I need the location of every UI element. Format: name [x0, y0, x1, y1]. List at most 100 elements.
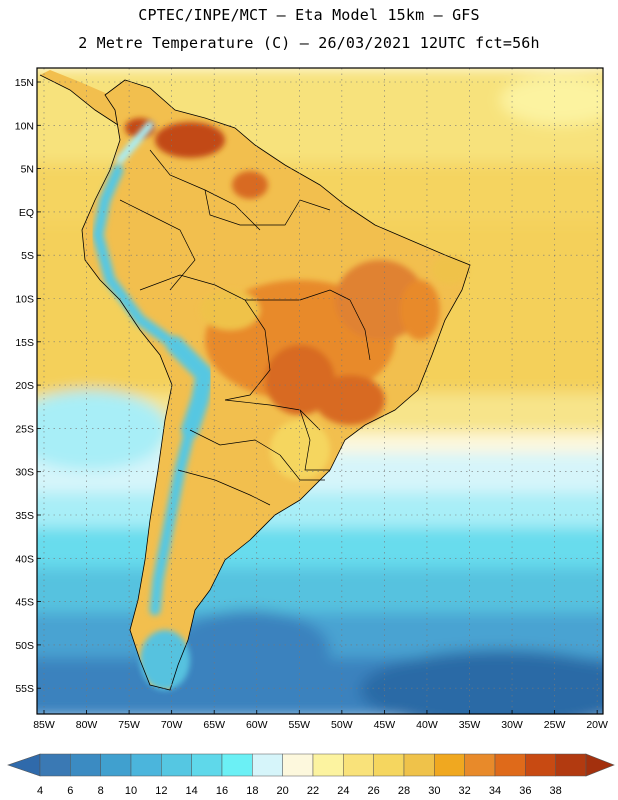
- colorbar-label: 6: [67, 785, 73, 797]
- ocean-patch: [500, 75, 603, 125]
- lon-label: 65W: [203, 719, 225, 731]
- country-borders: [39, 74, 471, 691]
- lat-label: 5N: [21, 164, 34, 176]
- lat-label: 10N: [15, 120, 34, 132]
- lon-label: 50W: [331, 719, 353, 731]
- lon-label: 85W: [33, 719, 55, 731]
- lon-label: 80W: [76, 719, 98, 731]
- colorbar-swatch: [555, 753, 587, 777]
- colorbar-label: 20: [277, 785, 289, 797]
- lon-label: 30W: [501, 719, 523, 731]
- hot-region: [232, 171, 268, 199]
- colorbar: [7, 753, 615, 777]
- colorbar-swatch: [191, 753, 223, 777]
- hot-region: [155, 122, 225, 158]
- colorbar-label: 14: [186, 785, 198, 797]
- lon-label: 70W: [161, 719, 183, 731]
- warm-region: [270, 420, 330, 480]
- andes-segment: [174, 424, 196, 476]
- colorbar-swatch: [39, 753, 71, 777]
- colorbar-label: 34: [489, 785, 501, 797]
- colorbar-label: 38: [550, 785, 562, 797]
- lon-label: 40W: [416, 719, 438, 731]
- lat-label: 10S: [15, 294, 34, 306]
- border-line: [299, 409, 330, 471]
- colorbar-swatch: [100, 753, 132, 777]
- central-america-fill: [40, 70, 125, 125]
- warm-region: [432, 256, 468, 284]
- ocean-patch: [170, 610, 330, 690]
- ocean-patch: [360, 650, 603, 714]
- colorbar-swatch: [525, 753, 556, 777]
- colorbar-label: 10: [125, 785, 137, 797]
- warm-region: [200, 290, 260, 330]
- border-line: [279, 454, 325, 481]
- colorbar-under-arrow: [7, 753, 41, 777]
- lon-label: 35W: [459, 719, 481, 731]
- border-line: [139, 274, 266, 331]
- andes-segment: [104, 274, 146, 326]
- lat-label: EQ: [19, 207, 34, 219]
- hot-region: [315, 375, 385, 425]
- lat-label: 55S: [15, 683, 34, 695]
- border-line: [245, 289, 351, 301]
- andes-cold-strip: [92, 121, 214, 690]
- map-panel: [37, 68, 603, 714]
- colorbar-label: 30: [428, 785, 440, 797]
- andes-segment: [92, 229, 116, 286]
- colorbar-over-arrow: [585, 753, 615, 777]
- colorbar-label: 4: [37, 785, 43, 797]
- andes-segment: [92, 194, 111, 241]
- lon-label: 45W: [374, 719, 396, 731]
- chart-subtitle: 2 Metre Temperature (C) – 26/03/2021 12U…: [78, 34, 540, 52]
- ocean-band: [37, 528, 603, 568]
- colorbar-labels: 4 6 8 10 12 14 16 18 20 22 24 26 28 30 32 34 36 38: [37, 785, 562, 797]
- latitude-labels: 15N 10N 5N EQ 5S 10S 15S 20S 25S 30S 35S 40S 45S 50S 5…: [15, 77, 41, 695]
- lat-label: 50S: [15, 640, 34, 652]
- colorbar-swatch: [494, 753, 526, 777]
- coastline: [81, 79, 471, 691]
- lat-label: 35S: [15, 510, 34, 522]
- longitude-labels: 85W 80W 75W 70W 65W 60W 55W 50W 45W 40W 35W 30W 25W 2…: [33, 710, 608, 731]
- colorbar-swatch: [161, 753, 192, 777]
- lat-label: 20S: [15, 380, 34, 392]
- ocean-band: [37, 568, 603, 613]
- colorbar-label: 16: [216, 785, 228, 797]
- colorbar-swatch: [434, 753, 465, 777]
- ocean-band: [37, 493, 603, 528]
- border-line: [177, 469, 271, 506]
- andes-segment: [116, 121, 154, 164]
- lat-label: 30S: [15, 467, 34, 479]
- colorbar-label: 22: [307, 785, 319, 797]
- lat-label: 45S: [15, 597, 34, 609]
- border-line: [189, 429, 281, 456]
- colorbar-label: 18: [246, 785, 258, 797]
- south-america-land: [40, 70, 470, 690]
- lat-label: 15S: [15, 337, 34, 349]
- lon-label: 60W: [246, 719, 268, 731]
- colorbar-label: 8: [98, 785, 104, 797]
- colorbar-label: 36: [519, 785, 531, 797]
- border-line: [224, 329, 271, 401]
- lat-label: 15N: [15, 77, 34, 89]
- lon-label: 55W: [289, 719, 311, 731]
- colorbar-label: 12: [155, 785, 167, 797]
- colorbar-swatch: [282, 753, 314, 777]
- andes-segment: [159, 504, 178, 551]
- andes-segment: [166, 464, 186, 516]
- lat-lon-grid: [37, 68, 603, 714]
- map-frame: [36, 67, 604, 715]
- lat-label: 25S: [15, 423, 34, 435]
- ocean-patch: [37, 390, 170, 470]
- colorbar-swatch: [221, 753, 253, 777]
- colorbar-label: 24: [337, 785, 349, 797]
- border-line: [224, 399, 321, 431]
- lon-label: 20W: [586, 719, 608, 731]
- colorbar-label: 32: [459, 785, 471, 797]
- colorbar-swatch: [464, 753, 496, 777]
- colorbar-label: 28: [398, 785, 410, 797]
- hot-region: [400, 280, 440, 340]
- andes-segment: [149, 574, 164, 616]
- lat-label: 5S: [21, 250, 34, 262]
- andes-segment: [152, 539, 171, 586]
